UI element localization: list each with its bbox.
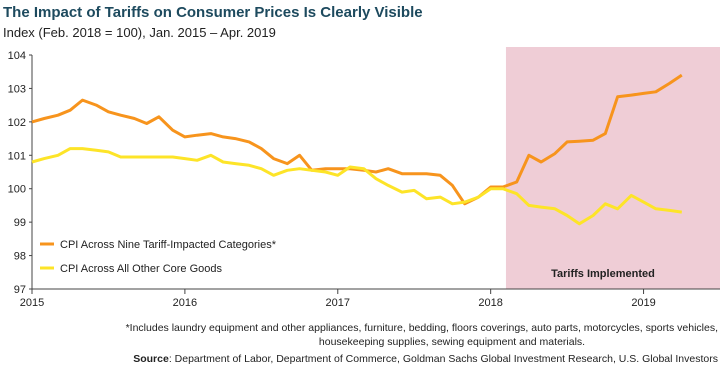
y-tick-label: 102 bbox=[8, 117, 26, 129]
y-tick-label: 98 bbox=[14, 251, 26, 263]
source-text: : Department of Labor, Department of Com… bbox=[169, 353, 718, 365]
y-tick-label: 103 bbox=[8, 83, 26, 95]
footnote: housekeeping supplies, sewing equipment … bbox=[319, 336, 585, 348]
series-line bbox=[31, 73, 683, 206]
series-line bbox=[31, 147, 683, 226]
footnote: *Includes laundry equipment and other ap… bbox=[126, 322, 718, 334]
y-tick-label: 100 bbox=[8, 184, 26, 196]
chart-title: The Impact of Tariffs on Consumer Prices… bbox=[3, 4, 423, 21]
y-tick-label: 97 bbox=[14, 284, 26, 296]
x-tick-label: 2017 bbox=[326, 297, 350, 309]
source-label: Source bbox=[133, 353, 169, 365]
legend-label: CPI Across All Other Core Goods bbox=[60, 263, 223, 275]
x-tick-label: 2016 bbox=[173, 297, 197, 309]
y-tick-label: 101 bbox=[8, 150, 26, 162]
x-tick-label: 2015 bbox=[20, 297, 44, 309]
legend-label: CPI Across Nine Tariff-Impacted Categori… bbox=[60, 239, 277, 251]
chart-subtitle: Index (Feb. 2018 = 100), Jan. 2015 – Apr… bbox=[3, 25, 276, 40]
source: Source: Department of Labor, Department … bbox=[133, 353, 718, 365]
x-tick-label: 2019 bbox=[631, 297, 655, 309]
x-tick-label: 2018 bbox=[478, 297, 502, 309]
y-tick-label: 104 bbox=[8, 50, 26, 62]
y-tick-label: 99 bbox=[14, 217, 26, 229]
highlight-label: Tariffs Implemented bbox=[551, 268, 655, 280]
highlight-region bbox=[505, 47, 720, 289]
